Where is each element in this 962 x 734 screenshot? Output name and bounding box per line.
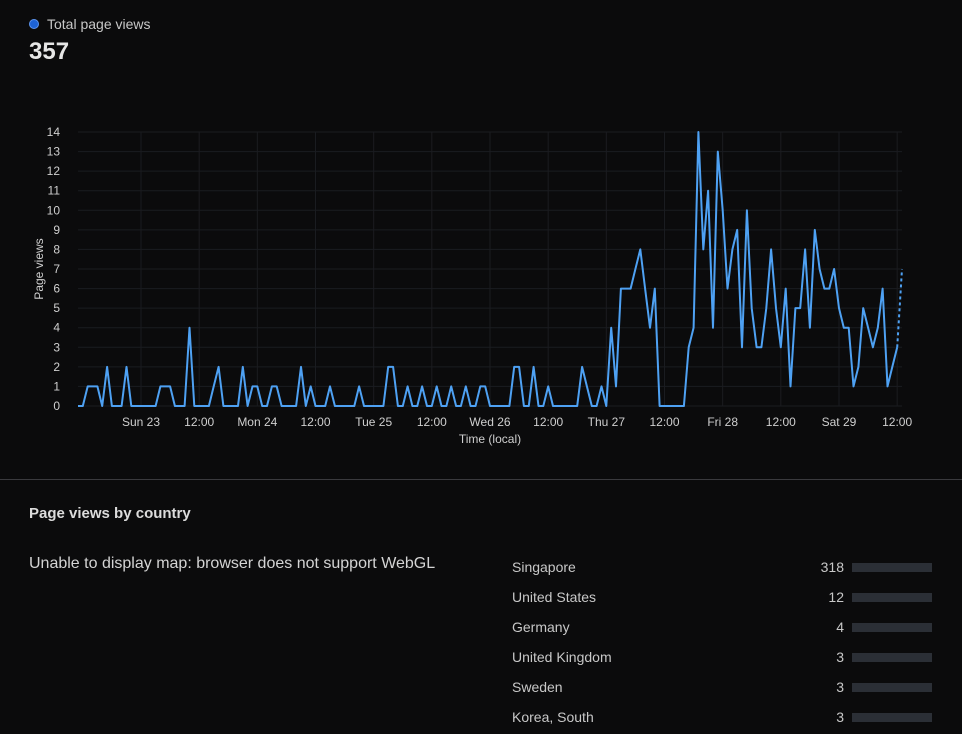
x-tick-label: 12:00 bbox=[184, 415, 214, 429]
y-tick-label: 0 bbox=[53, 399, 60, 413]
country-row[interactable]: Sweden 3 bbox=[512, 672, 932, 702]
country-row[interactable]: Germany 4 bbox=[512, 612, 932, 642]
country-bar bbox=[852, 592, 932, 602]
series-line bbox=[78, 131, 899, 407]
x-tick-label: Wed 26 bbox=[469, 415, 510, 429]
y-tick-label: 9 bbox=[53, 223, 60, 237]
x-tick-label: 12:00 bbox=[417, 415, 447, 429]
section-divider bbox=[0, 479, 962, 480]
x-axis-label: Time (local) bbox=[459, 432, 521, 446]
country-name: Singapore bbox=[512, 559, 576, 575]
total-page-views: 357 bbox=[29, 38, 70, 65]
y-tick-label: 13 bbox=[47, 145, 61, 159]
x-tick-label: Thu 27 bbox=[588, 415, 626, 429]
country-row[interactable]: Korea, South 3 bbox=[512, 702, 932, 732]
series-line-partial bbox=[896, 268, 903, 348]
country-name: United States bbox=[512, 589, 597, 605]
y-axis-label: Page views bbox=[32, 238, 46, 299]
country-count: 3 bbox=[836, 709, 844, 725]
country-row[interactable]: United Kingdom 3 bbox=[512, 642, 932, 672]
country-row[interactable]: United States 12 bbox=[512, 582, 932, 612]
map-unavailable-message: Unable to display map: browser does not … bbox=[29, 555, 436, 572]
country-bar bbox=[852, 562, 932, 572]
y-tick-label: 10 bbox=[47, 203, 61, 217]
y-tick-label: 1 bbox=[53, 379, 60, 393]
section-title: Page views by country bbox=[29, 505, 191, 522]
country-name: Germany bbox=[512, 619, 570, 635]
country-bar bbox=[852, 622, 932, 632]
x-tick-label: 12:00 bbox=[300, 415, 330, 429]
y-tick-label: 12 bbox=[47, 164, 61, 178]
y-tick-label: 2 bbox=[53, 360, 60, 374]
y-tick-label: 3 bbox=[53, 340, 60, 354]
country-list: Singapore 318 United States 12 Germany 4… bbox=[512, 552, 932, 732]
country-count: 3 bbox=[836, 649, 844, 665]
legend-label: Total page views bbox=[47, 16, 151, 32]
x-tick-label: Sun 23 bbox=[122, 415, 160, 429]
x-tick-label: 12:00 bbox=[766, 415, 796, 429]
country-name: Korea, South bbox=[512, 709, 594, 725]
y-tick-label: 11 bbox=[48, 184, 61, 198]
series-dot-icon bbox=[29, 19, 39, 29]
y-tick-label: 7 bbox=[53, 262, 60, 276]
y-tick-label: 8 bbox=[53, 242, 60, 256]
y-tick-label: 14 bbox=[47, 125, 61, 139]
country-count: 3 bbox=[836, 679, 844, 695]
country-count: 12 bbox=[828, 589, 844, 605]
country-bar bbox=[852, 682, 932, 692]
series-legend[interactable]: Total page views bbox=[29, 16, 151, 32]
x-tick-label: 12:00 bbox=[649, 415, 679, 429]
x-tick-label: Fri 28 bbox=[707, 415, 738, 429]
x-tick-label: Mon 24 bbox=[237, 415, 277, 429]
x-tick-label: Sat 29 bbox=[822, 415, 857, 429]
x-tick-label: Tue 25 bbox=[355, 415, 392, 429]
country-row[interactable]: Singapore 318 bbox=[512, 552, 932, 582]
y-tick-label: 5 bbox=[53, 301, 60, 315]
country-name: United Kingdom bbox=[512, 649, 612, 665]
y-tick-label: 6 bbox=[53, 282, 60, 296]
country-bar bbox=[852, 652, 932, 662]
y-tick-label: 4 bbox=[53, 321, 60, 335]
country-name: Sweden bbox=[512, 679, 563, 695]
country-count: 318 bbox=[820, 559, 844, 575]
country-bar bbox=[852, 712, 932, 722]
country-count: 4 bbox=[836, 619, 844, 635]
x-tick-label: 12:00 bbox=[533, 415, 563, 429]
x-tick-label: 12:00 bbox=[882, 415, 912, 429]
